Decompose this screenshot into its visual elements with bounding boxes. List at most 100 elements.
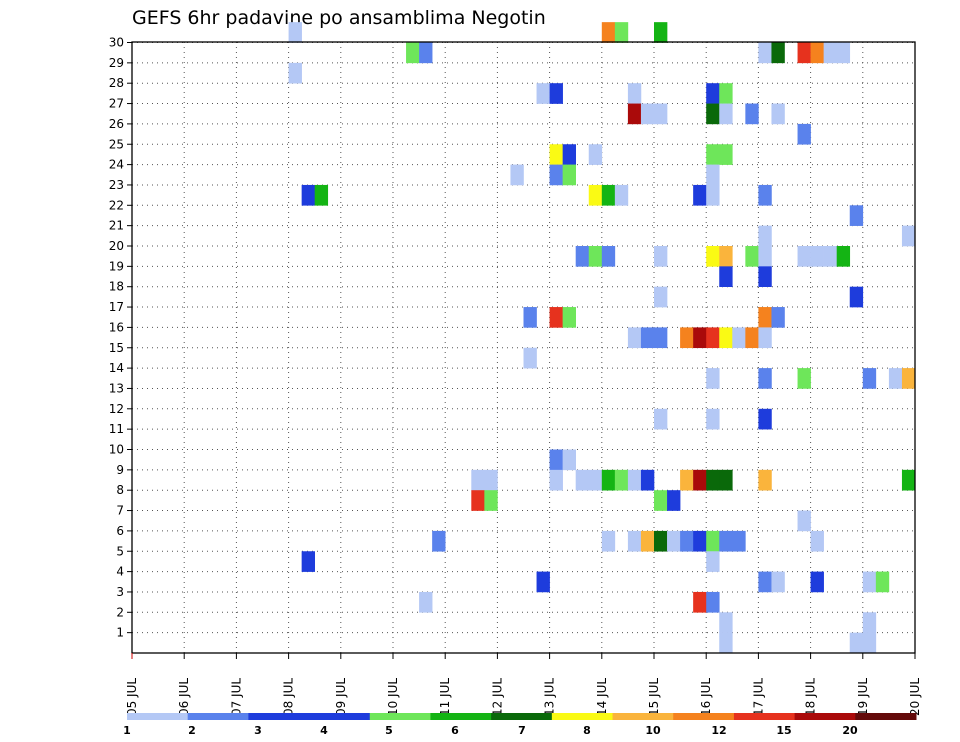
- precip-cell: [823, 246, 837, 267]
- y-tick-label: 4: [116, 565, 124, 579]
- precip-cell: [654, 490, 668, 511]
- legend-swatch: [491, 713, 553, 720]
- precip-cell: [706, 591, 720, 613]
- precip-cell: [549, 469, 563, 491]
- precip-cell: [419, 591, 433, 613]
- precip-cell: [706, 469, 720, 491]
- legend-label: 5: [385, 724, 393, 737]
- precip-cell: [771, 571, 785, 593]
- precip-cell: [706, 103, 720, 125]
- legend-swatch: [673, 713, 735, 720]
- precip-cell: [771, 103, 785, 125]
- x-tick-label: 14 JUL: [595, 678, 609, 716]
- y-axis-ticks: 1234567891011121314151617181920212223242…: [109, 36, 132, 640]
- x-tick-label: 15 JUL: [647, 678, 661, 716]
- precip-cell: [693, 469, 707, 491]
- precip-cell: [693, 530, 707, 552]
- precip-cell: [549, 144, 563, 165]
- precip-cell: [549, 307, 563, 328]
- y-tick-label: 22: [109, 198, 124, 212]
- x-tick-label: 09 JUL: [334, 678, 348, 716]
- legend-swatch: [309, 713, 371, 720]
- precip-cell: [536, 83, 550, 104]
- x-tick-label: 13 JUL: [543, 678, 557, 716]
- precip-cell: [758, 266, 772, 287]
- precip-cell: [771, 42, 785, 64]
- precip-cell: [706, 327, 720, 349]
- y-tick-label: 20: [109, 239, 124, 253]
- precip-cell: [510, 164, 524, 186]
- precip-cell: [732, 327, 746, 349]
- precip-cell: [706, 530, 720, 552]
- y-tick-label: 30: [109, 36, 124, 50]
- precip-cell: [301, 551, 315, 572]
- precip-cell: [719, 246, 733, 267]
- precip-cell: [745, 103, 759, 125]
- precip-cell: [471, 469, 485, 491]
- legend-swatch: [369, 713, 431, 720]
- precip-cell: [562, 449, 576, 471]
- legend-swatch: [187, 713, 249, 720]
- precip-cell: [419, 42, 433, 64]
- y-tick-label: 9: [116, 463, 124, 477]
- precip-cell: [627, 327, 642, 349]
- precip-cell: [719, 83, 733, 104]
- precip-cell: [706, 551, 720, 572]
- y-tick-label: 14: [109, 361, 124, 375]
- legend-swatch: [430, 713, 492, 720]
- precip-cell: [667, 530, 681, 552]
- precip-cell: [758, 307, 772, 328]
- precip-cell: [588, 144, 603, 165]
- precip-cell: [314, 184, 329, 206]
- chart-title: GEFS 6hr padavine po ansamblima Negotin: [132, 7, 546, 29]
- precip-cell: [797, 368, 811, 389]
- x-tick-label: 20 JUL: [908, 678, 922, 716]
- x-tick-label: 17 JUL: [751, 678, 765, 716]
- precip-cell: [719, 103, 733, 125]
- precip-cell: [627, 103, 642, 125]
- precip-cell: [719, 469, 733, 491]
- precip-cell: [693, 591, 707, 613]
- precip-cell: [706, 144, 720, 165]
- precip-cell: [862, 632, 877, 654]
- precip-cell: [797, 42, 811, 64]
- legend-label: 4: [320, 724, 328, 737]
- precip-cell: [654, 103, 668, 125]
- precip-cell: [484, 469, 498, 491]
- precip-cell: [693, 184, 707, 206]
- precip-cell: [719, 530, 733, 552]
- x-tick-label: 06 JUL: [177, 678, 191, 716]
- precip-cell: [758, 184, 772, 206]
- precip-cell: [614, 469, 629, 491]
- x-axis-ticks: 05 JUL 06 JUL 07 JUL 08 JUL 09 JUL 10 JUL 11 J…: [125, 653, 922, 716]
- precip-cell: [667, 490, 681, 511]
- legend-swatch: [551, 713, 614, 720]
- precip-cell: [862, 571, 877, 593]
- precip-cell: [849, 286, 864, 308]
- precip-cell: [706, 184, 720, 206]
- legend-label: 1: [123, 724, 131, 737]
- x-tick-label: 11 JUL: [438, 678, 452, 716]
- x-tick-label: 05 JUL: [125, 678, 139, 716]
- legend-label: 10: [645, 724, 661, 737]
- precip-cell: [849, 632, 864, 654]
- legend-label: 12: [711, 724, 726, 737]
- precip-cell: [680, 530, 694, 552]
- precip-cell: [680, 327, 694, 349]
- precip-cell: [862, 612, 877, 633]
- legend-swatch: [127, 713, 189, 720]
- precip-cell: [810, 246, 824, 267]
- y-tick-label: 1: [116, 626, 124, 640]
- y-tick-label: 17: [109, 300, 124, 314]
- precip-cell: [797, 246, 811, 267]
- precip-cell: [901, 368, 916, 389]
- precip-cell: [523, 307, 537, 328]
- precip-cell: [654, 327, 668, 349]
- precip-cell: [836, 42, 851, 64]
- y-tick-label: 13: [109, 381, 124, 395]
- precip-cell: [484, 490, 498, 511]
- precip-cell: [706, 408, 720, 430]
- precip-cell: [627, 83, 642, 104]
- y-tick-label: 3: [116, 585, 124, 599]
